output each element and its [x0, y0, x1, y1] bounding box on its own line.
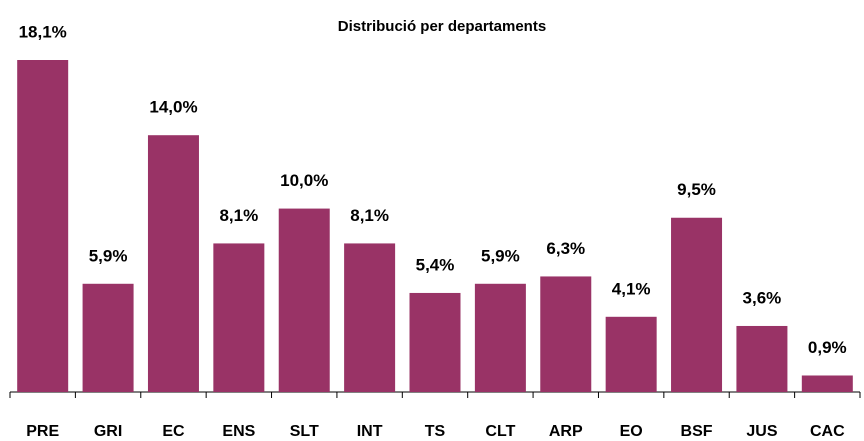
value-label: 14,0% — [149, 98, 197, 117]
x-tick-label: CAC — [810, 423, 845, 440]
value-label: 5,9% — [89, 246, 128, 265]
x-tick-label: EC — [162, 423, 185, 440]
value-label: 6,3% — [546, 239, 585, 258]
chart-title: Distribució per departaments — [338, 18, 546, 35]
value-label: 9,5% — [677, 180, 716, 199]
bar — [213, 243, 265, 392]
value-label: 8,1% — [219, 206, 258, 225]
bar — [474, 283, 526, 392]
value-label: 18,1% — [19, 22, 67, 41]
value-label: 10,0% — [280, 171, 328, 190]
bar — [540, 276, 592, 392]
value-label: 4,1% — [612, 279, 651, 298]
bar — [736, 325, 788, 392]
x-tick-label: GRI — [94, 423, 122, 440]
value-label: 5,4% — [416, 255, 455, 274]
x-tick-label: INT — [357, 423, 383, 440]
bar — [605, 316, 657, 392]
value-label: 5,9% — [481, 246, 520, 265]
value-label: 3,6% — [743, 288, 782, 307]
bar — [344, 243, 396, 392]
x-tick-label: ARP — [549, 423, 583, 440]
bar — [671, 217, 723, 392]
value-label: 8,1% — [350, 206, 389, 225]
x-tick-label: PRE — [26, 423, 59, 440]
bar — [147, 135, 199, 393]
x-tick-label: ENS — [222, 423, 255, 440]
x-tick-label: EO — [620, 423, 643, 440]
x-tick-label: CLT — [485, 423, 515, 440]
x-tick-label: TS — [425, 423, 446, 440]
value-label: 0,9% — [808, 338, 847, 357]
bar — [278, 208, 330, 392]
bar — [82, 283, 134, 392]
x-tick-label: JUS — [746, 423, 777, 440]
bar — [409, 292, 461, 392]
bar — [17, 60, 69, 392]
x-tick-label: BSF — [681, 423, 713, 440]
x-tick-label: SLT — [290, 423, 319, 440]
bar — [801, 375, 853, 392]
